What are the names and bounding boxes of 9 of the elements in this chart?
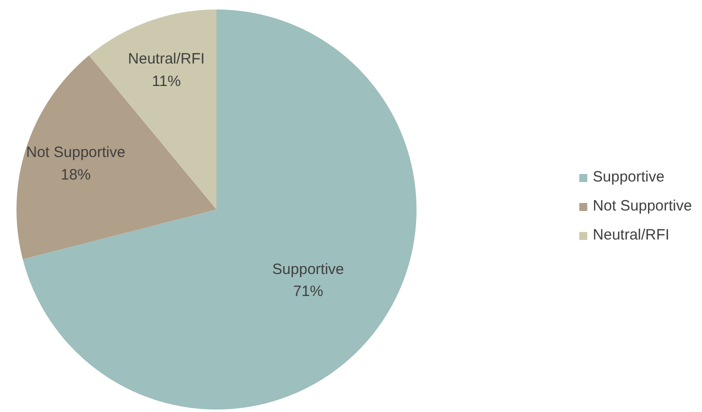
data-label: 71% [293, 283, 324, 300]
slice-label: Not Supportive [26, 144, 126, 162]
legend-label: Not Supportive [592, 198, 692, 214]
data-label: 11% [152, 72, 181, 90]
slice-label: Supportive [272, 261, 344, 278]
legend-label: Supportive [592, 168, 664, 186]
legend-label: Neutral/RFI [592, 226, 670, 244]
data-label: 18% [60, 166, 91, 184]
slice-label: Neutral/RFI [128, 50, 205, 68]
